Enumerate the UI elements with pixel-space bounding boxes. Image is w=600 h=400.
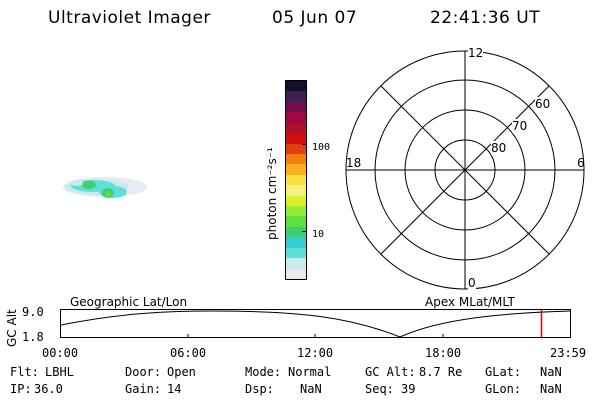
mlt-label-bottom: 0: [468, 276, 476, 290]
colorbar-label: photon cm⁻²s⁻¹: [265, 147, 279, 240]
colorbar-segment: [286, 206, 306, 217]
info-ip-label: IP:: [10, 382, 32, 396]
colorbar-segment: [286, 247, 306, 259]
info-gcalt-value: 8.7 Re: [419, 365, 463, 379]
mlt-label-top: 12: [468, 46, 484, 60]
colorbar-segment: [286, 237, 306, 248]
info-glon-label: GLon:: [485, 382, 522, 396]
colorbar-major-tick: [302, 144, 306, 145]
colorbar-segment: [286, 80, 306, 92]
xtick-2: 12:00: [297, 346, 334, 360]
timeline-ytick-top: 9.0: [22, 305, 44, 319]
info-flt-value: LBHL: [45, 365, 74, 379]
xtick-3: 18:00: [425, 346, 462, 360]
colorbar-segment: [286, 216, 306, 227]
colorbar-segment: [286, 101, 306, 113]
info-glat-label: GLat:: [485, 365, 522, 379]
mlt-label-right: 6: [577, 156, 585, 170]
date-label: 05 Jun 07: [272, 8, 358, 28]
colorbar-segment: [286, 133, 306, 144]
colorbar-segment: [286, 268, 306, 279]
time-label: 22:41:36 UT: [430, 8, 541, 28]
colorbar-segment: [286, 185, 306, 196]
info-glon-value: NaN: [540, 382, 562, 396]
mlt-label-left: 18: [346, 156, 362, 170]
info-dsp-value: NaN: [300, 382, 322, 396]
colorbar-segment: [286, 122, 306, 134]
lat-label-70: 70: [512, 119, 528, 133]
info-mode-value: Normal: [288, 365, 332, 379]
colorbar-segment: [286, 112, 306, 123]
info-ip-value: 36.0: [34, 382, 63, 396]
geographic-label: Geographic Lat/Lon: [70, 295, 188, 309]
info-seq-value: 39: [401, 382, 416, 396]
colorbar: [285, 80, 307, 280]
polar-plot: [345, 50, 585, 290]
colorbar-segment: [286, 226, 306, 238]
info-gcalt-label: GC Alt:: [365, 365, 416, 379]
info-flt-label: Flt:: [10, 365, 39, 379]
info-seq-label: Seq:: [365, 382, 394, 396]
colorbar-segment: [286, 258, 306, 269]
colorbar-segment: [286, 143, 306, 154]
colorbar-tick-10: 10: [312, 229, 325, 240]
colorbar-segment: [286, 164, 306, 175]
colorbar-tick-100: 100: [312, 142, 331, 153]
xtick-1: 06:00: [170, 346, 207, 360]
info-gain-label: Gain:: [125, 382, 162, 396]
colorbar-major-tick: [302, 231, 306, 232]
instrument-title: Ultraviolet Imager: [48, 8, 211, 28]
auroral-image: [63, 177, 147, 198]
info-door-value: Open: [167, 365, 196, 379]
timeline-ytick-bottom: 1.8: [22, 330, 44, 344]
xtick-0: 00:00: [42, 346, 79, 360]
colorbar-segment: [286, 174, 306, 186]
polar-diagonal: [380, 85, 550, 255]
orbit-timeline: [60, 309, 571, 338]
lat-label-60: 60: [535, 97, 551, 111]
timeline-ylabel: GC Alt: [5, 309, 19, 347]
lat-label-80: 80: [491, 141, 507, 155]
info-glat-value: NaN: [540, 365, 562, 379]
colorbar-segment: [286, 153, 306, 165]
info-dsp-label: Dsp:: [245, 382, 274, 396]
colorbar-segment: [286, 91, 306, 102]
info-gain-value: 14: [167, 382, 182, 396]
apex-label: Apex MLat/MLT: [425, 295, 515, 309]
colorbar-segment: [286, 195, 306, 207]
xtick-4: 23:59: [550, 346, 587, 360]
info-door-label: Door:: [125, 365, 162, 379]
info-mode-label: Mode:: [245, 365, 282, 379]
orbit-altitude-curve: [60, 310, 571, 338]
